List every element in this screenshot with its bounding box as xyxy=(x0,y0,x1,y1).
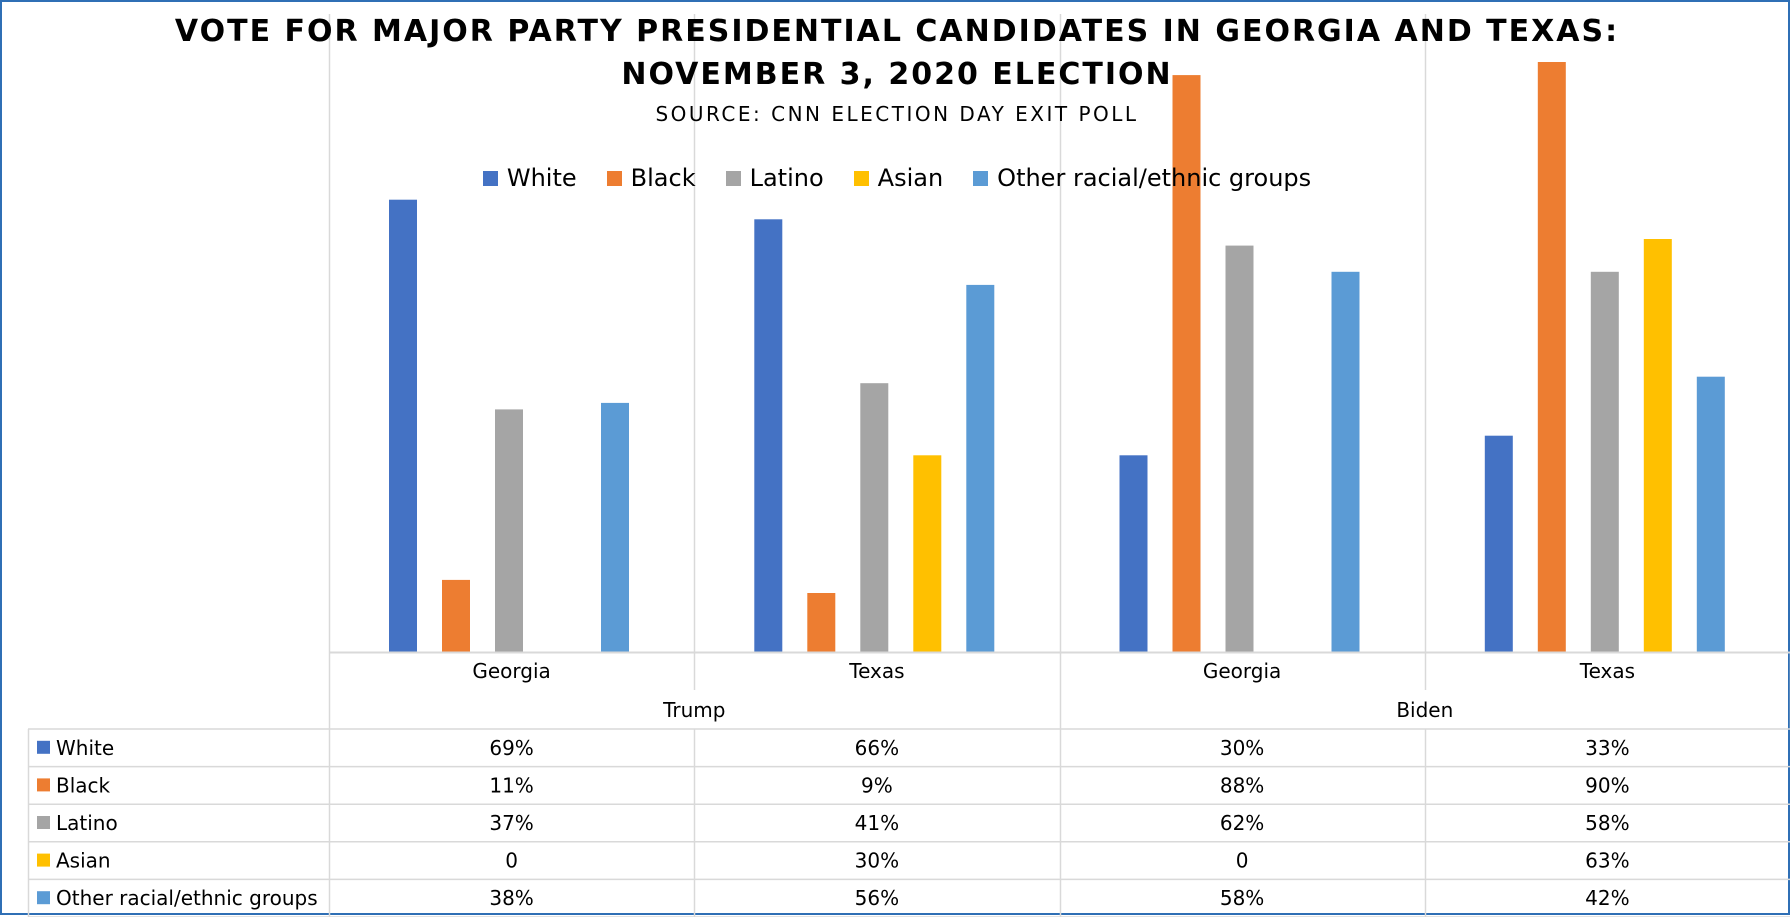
table-swatch xyxy=(37,740,50,754)
table-cell: 90% xyxy=(1585,773,1629,797)
table-cell: 66% xyxy=(855,736,899,760)
bar-black-3 xyxy=(1537,62,1566,652)
table-cell: 9% xyxy=(861,773,893,797)
table-swatch xyxy=(37,778,50,792)
table-cell: 33% xyxy=(1585,736,1629,760)
bar-marks xyxy=(389,62,1725,653)
bar-latino-3 xyxy=(1590,271,1619,652)
table-cell: 63% xyxy=(1585,849,1629,873)
table-row-white: White 69% 66% 30% 33% xyxy=(37,736,1630,760)
category-label: Texas xyxy=(848,659,904,683)
table-cell: 0 xyxy=(505,849,518,873)
table-row-label: Other racial/ethnic groups xyxy=(56,886,318,910)
legend-label: Black xyxy=(630,164,696,192)
table-swatch xyxy=(37,816,50,829)
bar-latino-2 xyxy=(1225,245,1254,652)
category-gridlines xyxy=(328,14,1427,652)
legend-item-other-racial-ethnic-groups: Other racial/ethnic groups xyxy=(973,164,1311,192)
bar-white-2 xyxy=(1119,455,1148,652)
table-row-label: White xyxy=(56,736,114,760)
table-cell: 38% xyxy=(489,886,533,910)
chart-title-line-2: NOVEMBER 3, 2020 ELECTION xyxy=(621,57,1173,92)
table-cell: 11% xyxy=(489,773,533,797)
legend-label: White xyxy=(506,164,577,192)
table-cell: 69% xyxy=(489,736,533,760)
table-swatch xyxy=(37,891,50,905)
legend-swatch xyxy=(853,170,869,186)
table-cell: 58% xyxy=(1585,811,1629,835)
legend-item-white: White xyxy=(482,164,577,192)
chart-title: VOTE FOR MAJOR PARTY PRESIDENTIAL CANDID… xyxy=(174,14,1620,49)
legend-item-asian: Asian xyxy=(853,164,944,192)
bar-black-2 xyxy=(1172,75,1201,653)
group-label-trump: Trump xyxy=(662,698,725,722)
bar-other-racial-ethnic-groups-0 xyxy=(601,402,629,652)
table-row-latino: Latino 37% 41% 62% 58% xyxy=(37,811,1630,835)
table-row-label: Latino xyxy=(56,811,118,835)
table-row-other-racial-ethnic-groups: Other racial/ethnic groups 38% 56% 58% 42% xyxy=(37,886,1630,910)
table-cell: 62% xyxy=(1220,811,1264,835)
table-row-label: Asian xyxy=(56,849,111,873)
bar-latino-0 xyxy=(495,409,523,652)
bar-other-racial-ethnic-groups-2 xyxy=(1331,271,1360,652)
bar-asian-3 xyxy=(1643,239,1672,652)
table-cell: 41% xyxy=(855,811,899,835)
legend-item-latino: Latino xyxy=(725,164,824,192)
data-table: White 69% 66% 30% 33% Black 11% 9% 88% 90% Latino 3… xyxy=(27,728,1790,917)
table-row-asian: Asian 0 30% 0 63% xyxy=(37,849,1630,873)
legend-swatch xyxy=(482,170,498,186)
legend-swatch xyxy=(973,170,989,186)
table-row-black: Black 11% 9% 88% 90% xyxy=(37,773,1630,797)
legend-item-black: Black xyxy=(606,164,696,192)
table-cell: 0 xyxy=(1236,849,1249,873)
table-cell: 30% xyxy=(1220,736,1264,760)
group-label-biden: Biden xyxy=(1396,698,1453,722)
category-label: Texas xyxy=(1579,659,1635,683)
bar-latino-1 xyxy=(860,383,889,652)
category-label: Georgia xyxy=(472,659,550,683)
table-cell: 42% xyxy=(1585,886,1629,910)
legend-swatch xyxy=(725,170,741,186)
table-cell: 58% xyxy=(1220,886,1264,910)
table-cell: 30% xyxy=(855,849,899,873)
bar-black-0 xyxy=(442,579,470,652)
bar-white-0 xyxy=(389,199,417,652)
table-row-label: Black xyxy=(56,773,111,797)
table-cell: 56% xyxy=(855,886,899,910)
legend-label: Other racial/ethnic groups xyxy=(997,164,1312,192)
bar-asian-1 xyxy=(913,455,942,652)
bar-white-1 xyxy=(754,219,783,653)
category-label: Georgia xyxy=(1203,659,1281,683)
table-cell: 88% xyxy=(1220,773,1264,797)
bar-other-racial-ethnic-groups-1 xyxy=(966,284,995,652)
legend-swatch xyxy=(606,170,622,186)
chart-subtitle: SOURCE: CNN ELECTION DAY EXIT POLL xyxy=(655,102,1139,126)
legend: White Black Latino Asian Other racial/ethnic… xyxy=(2,164,1790,192)
bar-white-3 xyxy=(1484,435,1513,652)
legend-label: Asian xyxy=(877,164,944,192)
category-axis: Georgia Texas Georgia Texas Trump Biden xyxy=(328,651,1790,729)
bar-black-1 xyxy=(807,593,836,652)
table-swatch xyxy=(37,853,50,867)
legend-label: Latino xyxy=(749,164,824,192)
bar-other-racial-ethnic-groups-3 xyxy=(1696,376,1725,652)
table-cell: 37% xyxy=(489,811,533,835)
